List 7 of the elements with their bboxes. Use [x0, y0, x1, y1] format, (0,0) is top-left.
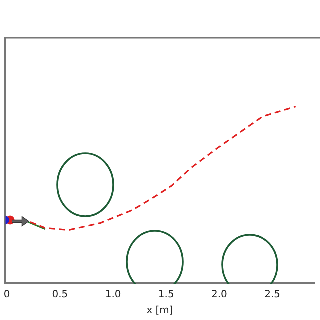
x-tick-label: 1.0	[105, 290, 122, 301]
x-tick-label: 2.5	[264, 290, 280, 301]
x-axis-title: x [m]	[146, 306, 174, 317]
x-tick-label: 2.0	[212, 290, 228, 301]
x-tick-label: 1.5	[158, 290, 174, 301]
x-tick-label: 0.5	[52, 290, 68, 301]
x-tick-label: 0	[4, 290, 10, 301]
